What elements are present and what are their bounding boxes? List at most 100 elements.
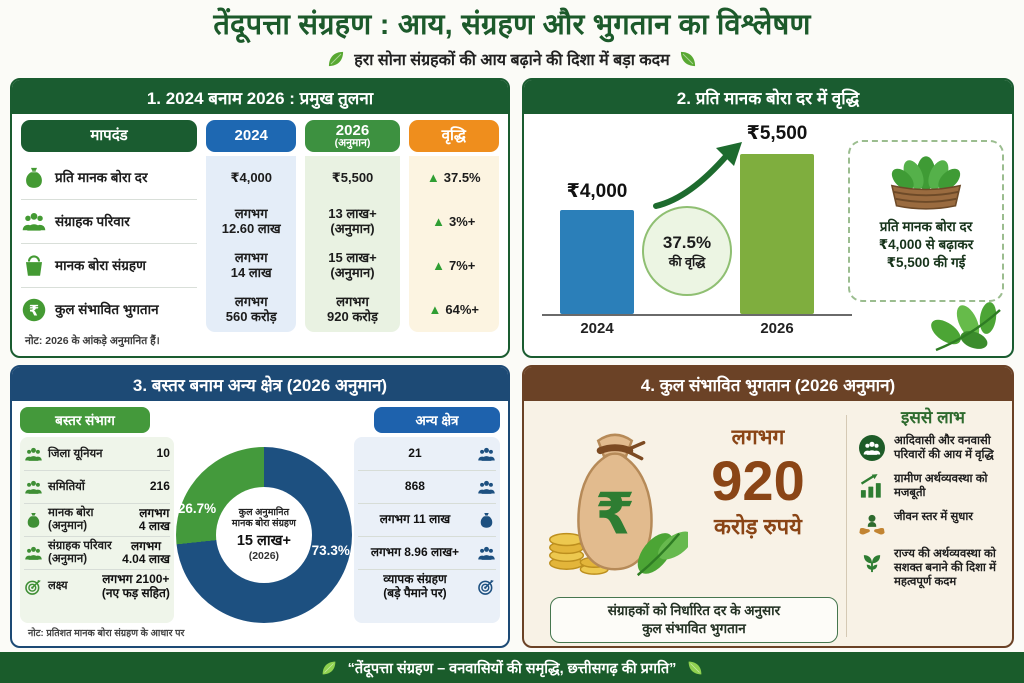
table-row: व्यापक संग्रहण (बड़े पैमाने पर) (358, 570, 496, 603)
table-row: मानक बोरा (अनुमान) लगभग 4 लाख (24, 504, 170, 537)
bastar-badge: बस्तर संभाग (20, 407, 150, 433)
people-icon (24, 544, 43, 563)
page-subtitle-row: हरा सोना संग्रहकों की आय बढ़ाने की दिशा … (0, 48, 1024, 70)
row-value: लगभग 4 लाख (138, 505, 170, 533)
payment-amount: लगभग 920 करोड़ रुपये (682, 423, 834, 541)
growth-percent: 37.5% (662, 232, 712, 252)
money-bag-icon (24, 511, 43, 530)
growth-value: 7%+ (449, 257, 476, 273)
leaves-decoration (931, 302, 1001, 352)
donut-center-caption: कुल अनुमानित मानक बोरा संग्रहण (231, 506, 296, 529)
row-label: जिला यूनियन (48, 447, 103, 460)
up-arrow-icon: ▲ (428, 301, 442, 317)
benefit-item: आदिवासी और वनवासी परिवारों की आय में वृद… (858, 434, 1008, 463)
row-value: लगभग 4.04 लाख (122, 538, 170, 566)
table-row: जिला यूनियन 10 (24, 438, 170, 471)
donut-center-year: (2026) (248, 550, 280, 563)
growth-badge: 37.5% की वृद्धि (642, 206, 732, 296)
benefit-item: राज्य की अर्थव्यवस्था को सशक्त बनाने की … (858, 547, 1008, 590)
payment-description-box: संग्राहकों को निर्धारित दर के अनुसार कुल… (550, 597, 838, 643)
footer-quote: “तेंदूपत्ता संग्रहण – वनवासियों की समृद्… (347, 660, 677, 677)
cell-2026: लगभग 920 करोड़ (305, 288, 400, 332)
page-subtitle: हरा सोना संग्रहकों की आय बढ़ाने की दिशा … (354, 52, 670, 69)
growth-value: 64%+ (445, 301, 479, 317)
row-value: 21 (408, 446, 422, 461)
money-bag-icon (477, 511, 496, 530)
benefit-text: राज्य की अर्थव्यवस्था को सशक्त बनाने की … (894, 547, 996, 589)
growth-arrow-icon (653, 142, 742, 209)
money-bag-icon (21, 165, 47, 191)
bar-chart: ₹4,000 ₹5,500 37.5% की वृद्धि 2024 2026 (524, 114, 1012, 356)
benefit-text: आदिवासी और वनवासी परिवारों की आय में वृद… (894, 435, 994, 462)
benefit-item: ग्रामीण अर्थव्यवस्था को मजबूती (858, 472, 1008, 501)
table-row: लगभग 11 लाख (357, 504, 496, 537)
footer-banner: “तेंदूपत्ता संग्रहण – वनवासियों की समृद्… (0, 652, 1024, 683)
bastar-table: जिला यूनियन 10 समितियों 216 मानक बोरा (अ… (20, 437, 174, 623)
total-payment-body: ₹ लगभग 920 करोड़ रुपये संग्राहकों को निर… (524, 401, 1012, 646)
leaf-icon (678, 49, 698, 69)
table-row-label: प्रति मानक बोरा दर (21, 156, 197, 200)
table-row-label: मानक बोरा संग्रहण (21, 244, 197, 288)
leaf-basket-illustration (890, 156, 962, 210)
panel1-title: 1. 2024 बनाम 2026 : प्रमुख तुलना (12, 80, 508, 114)
cell-2024: लगभग 560 करोड़ (206, 288, 297, 332)
cell-2024: ₹4,000 (206, 156, 297, 200)
donut-center: कुल अनुमानित मानक बोरा संग्रहण 15 लाख+ (… (215, 487, 312, 583)
money-bag-illustration: ₹ (549, 433, 688, 577)
table-row-label: संग्राहक परिवार (21, 200, 197, 244)
people-circle-icon (859, 435, 885, 461)
donut-center-value: 15 लाख+ (236, 533, 291, 550)
row-label-text: मानक बोरा संग्रहण (55, 257, 146, 273)
table-row-label: कुल संभावित भुगतान (21, 288, 197, 332)
growth-value: 37.5% (443, 169, 481, 185)
people-icon (477, 478, 496, 497)
region-columns: जिला यूनियन 10 समितियों 216 मानक बोरा (अ… (20, 437, 500, 623)
cell-growth: ▲ 7%+ (408, 244, 499, 288)
people-icon (477, 544, 496, 563)
svg-text:₹: ₹ (595, 481, 635, 548)
row-label: समितियों (48, 480, 85, 493)
col-header-param: मापदंड (21, 120, 197, 152)
bar-2026 (740, 154, 814, 314)
table-note: नोट: 2026 के आंकड़े अनुमानित हैं। (25, 335, 160, 347)
leaf-icon (326, 49, 346, 69)
row-label-text: प्रति मानक बोरा दर (55, 169, 148, 185)
comparison-table: मापदंड 2024 2026 (अनुमान) वृद्धि प्रति म… (12, 114, 508, 350)
cell-2026: 15 लाख+ (अनुमान) (305, 244, 400, 288)
bar-2024 (560, 210, 634, 314)
up-arrow-icon: ▲ (432, 213, 445, 229)
row-value: 868 (404, 479, 425, 494)
panel-rate-increase-chart: 2. प्रति मानक बोरा दर में वृद्धि ₹4,000 … (522, 78, 1014, 358)
amount-prefix: लगभग (731, 426, 785, 449)
panel2-title: 2. प्रति मानक बोरा दर में वृद्धि (524, 80, 1012, 114)
amount-unit: करोड़ रुपये (714, 514, 802, 539)
donut-label-bastar: 26.7% (177, 501, 217, 516)
panel-total-payment: 4. कुल संभावित भुगतान (2026 अनुमान) ₹ ल (522, 365, 1014, 648)
cell-growth: ▲ 64%+ (408, 288, 499, 332)
cell-growth: ▲ 3%+ (408, 200, 499, 244)
x-tick-2024: 2024 (580, 320, 614, 337)
people-icon (24, 478, 43, 497)
cell-2026: 13 लाख+ (अनुमान) (305, 200, 400, 244)
cell-2024: लगभग 12.60 लाख (206, 200, 297, 244)
basket-icon (21, 253, 47, 279)
row-value: 216 (149, 479, 170, 494)
bar-value-2024: ₹4,000 (566, 181, 628, 202)
benefit-text: जीवन स्तर में सुधार (894, 510, 974, 523)
row-value: 10 (156, 446, 170, 461)
panel3-title: 3. बस्तर बनाम अन्य क्षेत्र (2026 अनुमान) (12, 367, 508, 401)
amount-value: 920 (711, 449, 805, 512)
col-header-2026-main: 2026 (335, 121, 370, 139)
benefits-section: इससे लाभ आदिवासी और वनवासी परिवारों की आ… (858, 405, 1008, 599)
vertical-divider (846, 415, 847, 637)
table-row: 868 (357, 471, 496, 504)
row-label-text: कुल संभावित भुगतान (55, 302, 159, 318)
region-note: नोट: प्रतिशत मानक बोरा संग्रहण के आधार प… (28, 628, 185, 639)
hands-care-icon (859, 514, 885, 535)
up-arrow-icon: ▲ (432, 257, 445, 273)
growth-value: 3%+ (449, 213, 476, 229)
cell-growth: ▲ 37.5% (408, 156, 499, 200)
other-region-badge: अन्य क्षेत्र (374, 407, 500, 433)
leaf-icon (686, 659, 704, 677)
